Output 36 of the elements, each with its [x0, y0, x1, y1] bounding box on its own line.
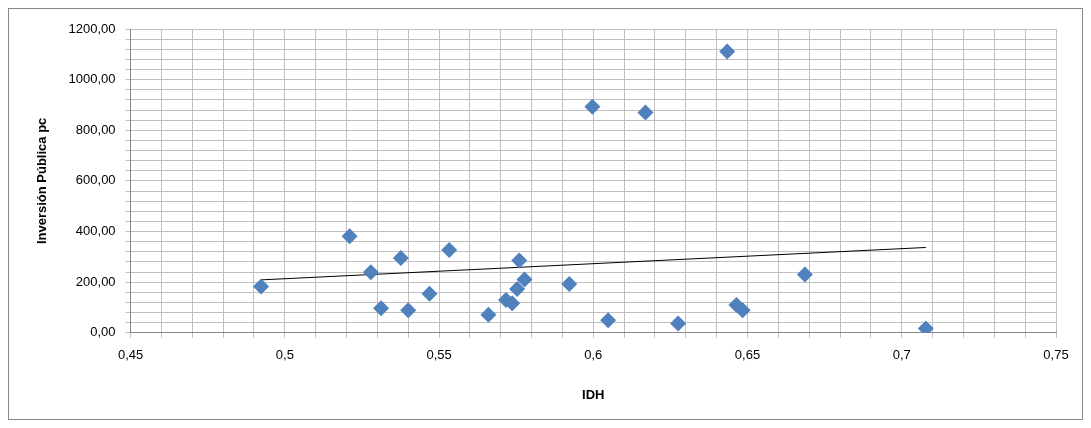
point: [584, 98, 601, 115]
y-tick-label: 0,00: [90, 324, 116, 340]
y-tick-label: 200,00: [75, 273, 116, 289]
point: [796, 266, 813, 283]
x-tick-label: 0,5: [275, 347, 294, 363]
point: [362, 264, 379, 281]
y-tick-label: 600,00: [75, 172, 116, 188]
x-tick-label: 0,45: [117, 347, 144, 363]
point: [373, 300, 390, 317]
point: [392, 250, 409, 267]
x-tick-label: 0,55: [426, 347, 452, 363]
point: [341, 228, 358, 245]
point: [421, 285, 438, 302]
point: [253, 278, 270, 295]
x-tick-label: 0,75: [1043, 347, 1069, 363]
y-tick-label: 800,00: [75, 121, 116, 137]
point: [637, 104, 654, 121]
y-tick-label: 400,00: [75, 223, 116, 239]
point: [441, 242, 458, 259]
point: [600, 312, 617, 329]
point: [561, 275, 578, 292]
x-axis-title: IDH: [582, 386, 605, 402]
x-tick-label: 0,7: [892, 347, 911, 363]
point: [719, 43, 736, 60]
point: [516, 271, 533, 288]
y-tick-label: 1000,00: [68, 71, 116, 87]
point: [734, 302, 751, 319]
point: [400, 302, 417, 319]
point: [509, 281, 526, 297]
x-tick-label: 0,6: [584, 347, 603, 363]
x-tick-label: 0,65: [734, 347, 761, 363]
point: [511, 252, 528, 269]
y-tick-label: 1200,00: [68, 20, 116, 36]
y-axis-title: Inversión Pública pc: [34, 117, 50, 245]
point: [480, 306, 497, 323]
point: [670, 315, 687, 332]
